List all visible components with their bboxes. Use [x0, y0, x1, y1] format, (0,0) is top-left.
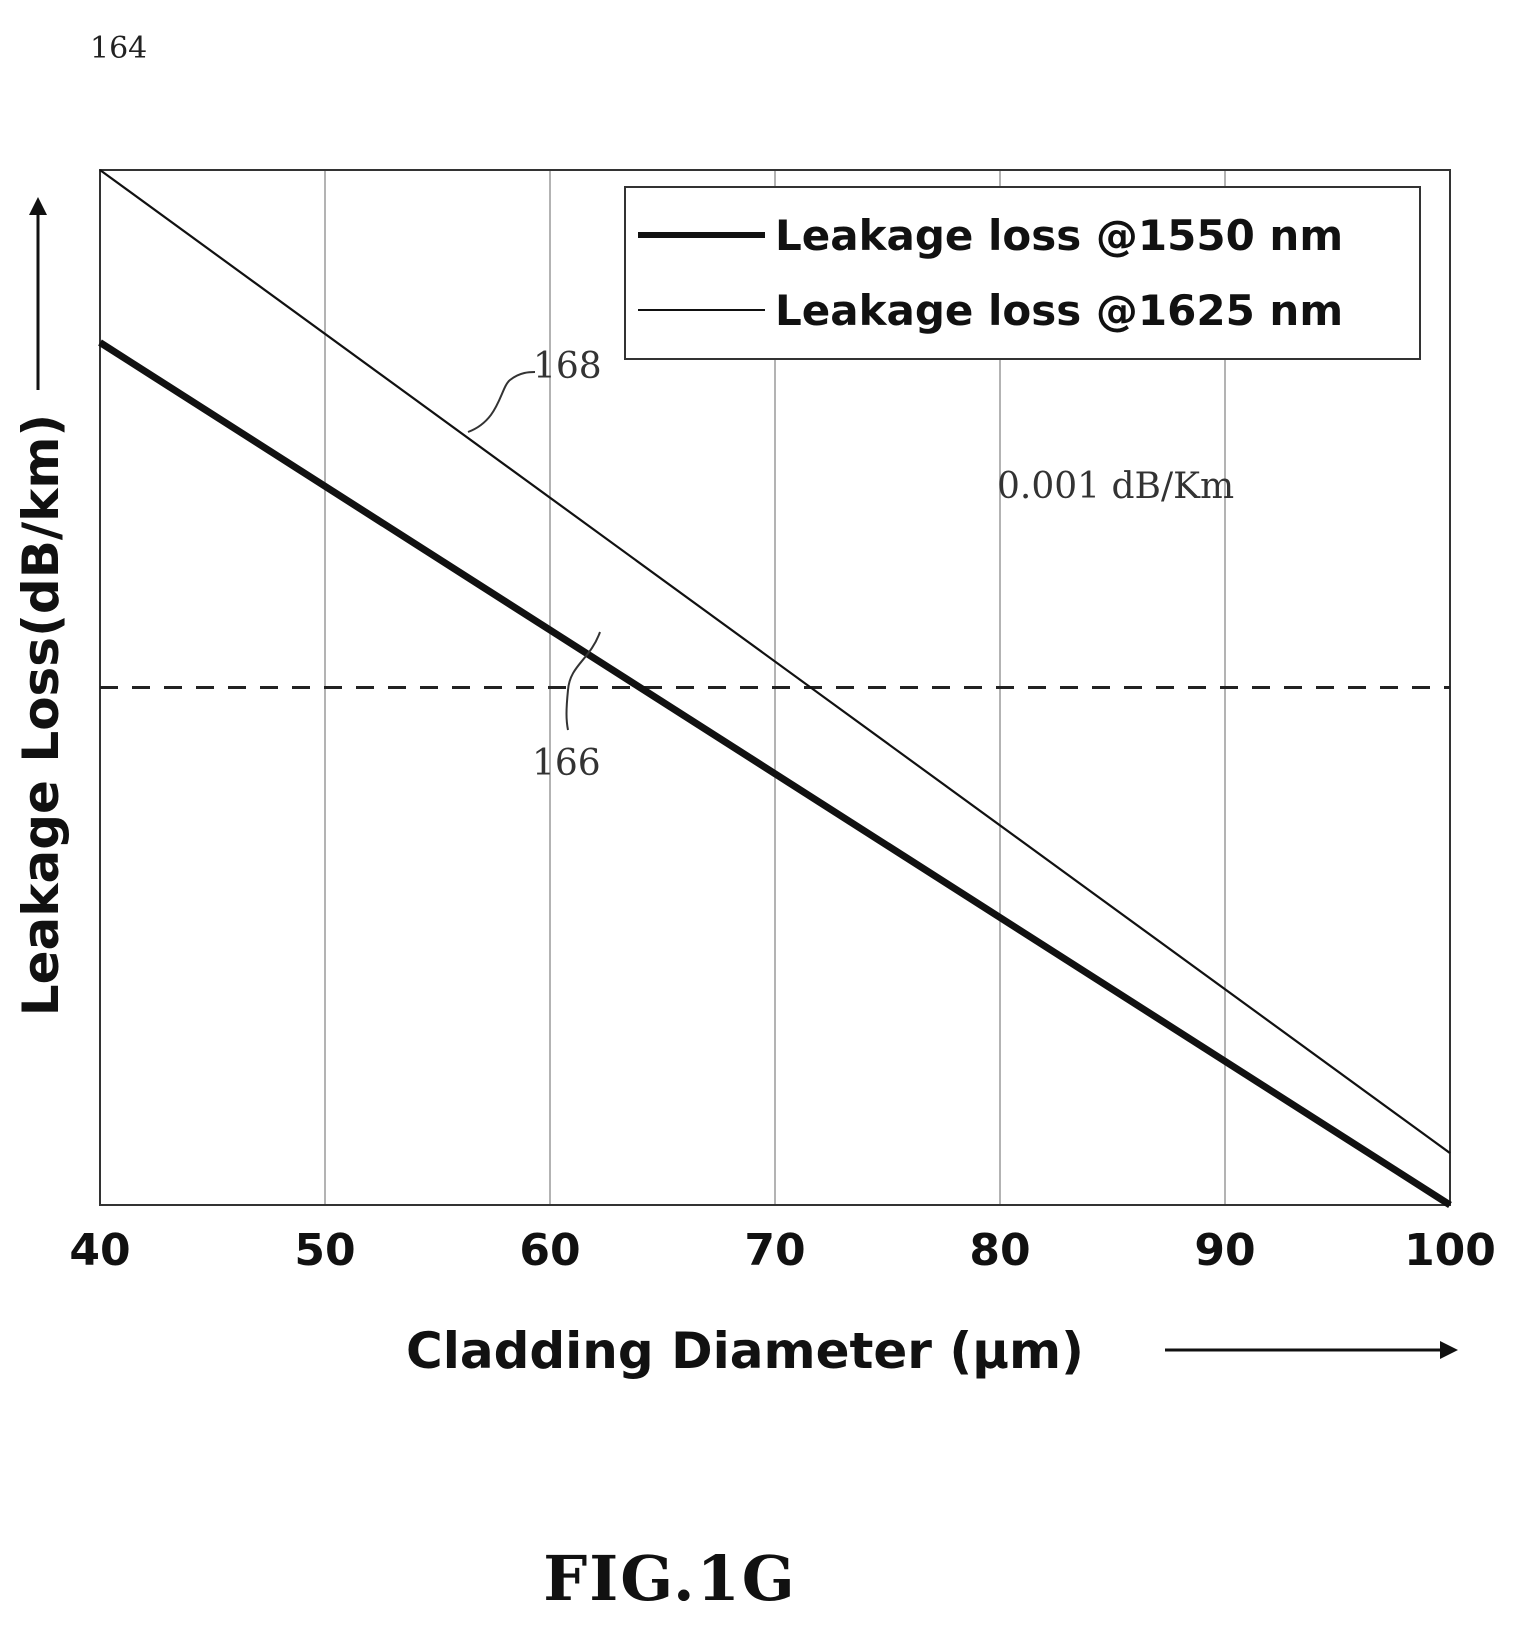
figure-reference-number: 164 [90, 31, 147, 66]
callout-label-168: 168 [533, 346, 602, 387]
legend-label-1550: Leakage loss @1550 nm [775, 211, 1343, 260]
legend-label-1625: Leakage loss @1625 nm [775, 286, 1343, 335]
x-axis-title-group: Cladding Diameter (µm) [406, 1322, 1458, 1380]
x-axis-arrow-head [1440, 1341, 1458, 1359]
legend: Leakage loss @1550 nm Leakage loss @1625… [624, 186, 1421, 360]
legend-box [624, 186, 1421, 360]
x-tick-label-70: 70 [744, 1225, 805, 1276]
series-group [98, 169, 1452, 1208]
x-tick-label-40: 40 [69, 1225, 130, 1276]
y-axis-title: Leakage Loss(dB/km) [12, 414, 70, 1017]
series-line-1625nm [99, 169, 1451, 1154]
y-axis-title-group: Leakage Loss(dB/km) [12, 197, 70, 1016]
x-axis-title: Cladding Diameter (µm) [406, 1322, 1084, 1380]
x-tick-labels: 40 50 60 70 80 90 100 [69, 1225, 1496, 1276]
callout-leader-168 [467, 371, 536, 433]
x-tick-label-50: 50 [294, 1225, 355, 1276]
threshold-label: 0.001 dB/Km [997, 466, 1234, 507]
callout-leader-166 [565, 631, 601, 731]
x-tick-label-100: 100 [1404, 1225, 1496, 1276]
y-axis-arrow-head [29, 197, 47, 215]
x-tick-label-80: 80 [969, 1225, 1030, 1276]
callout-label-166: 166 [532, 743, 601, 784]
x-tick-label-90: 90 [1194, 1225, 1255, 1276]
x-tick-label-60: 60 [519, 1225, 580, 1276]
series-line-1550nm [98, 339, 1452, 1208]
threshold-group: 0.001 dB/Km [100, 466, 1450, 689]
callouts: 168 166 [467, 346, 602, 784]
figure-caption: FIG.1G [543, 1542, 796, 1615]
